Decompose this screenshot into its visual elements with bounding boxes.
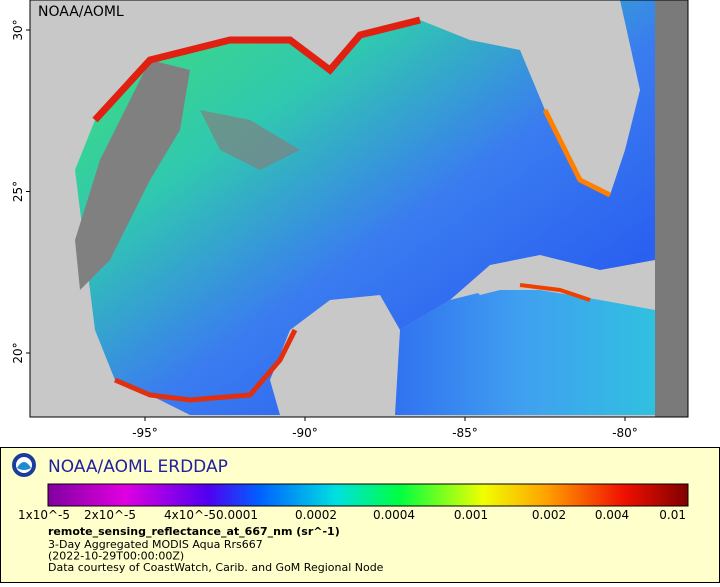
map [30,0,688,417]
lon-tick-label: -80° [612,426,638,440]
colorbar [47,483,689,507]
coastal-high [519,283,591,302]
colorbar-tick-label: 0.0001 [216,508,258,522]
colorbar-tick-label: 0.0004 [373,508,415,522]
legend-line: Data courtesy of CoastWatch, Carib. and … [48,561,384,574]
legend-line: (2022-10-29T00:00:00Z) [48,550,184,563]
lon-tick-label: -90° [292,426,318,440]
lat-tick-label: 20° [11,342,25,363]
colorbar-tick-label: 0.0002 [295,508,337,522]
cuba [470,265,650,300]
colorbar-tick-label: 0.01 [659,508,686,522]
lon-tick-label: -95° [132,426,158,440]
legend-line: 3-Day Aggregated MODIS Aqua Rrs667 [48,538,263,551]
variable-name: remote_sensing_reflectance_at_667_nm (sr… [48,525,340,538]
colorbar-tick-label: 2x10^-5 [84,508,136,522]
lon-axis: -95° -90° -85° -80° [132,417,638,440]
legend-title: NOAA/AOML ERDDAP [48,457,228,477]
caribbean-water [390,290,655,415]
coastal-high [92,16,421,123]
cloud-mask [200,110,300,170]
lat-tick-label: 25° [11,181,25,202]
lat-axis: 30° 25° 20° [11,19,30,364]
map-frame [29,0,689,418]
legend-panel [0,447,720,583]
map-watermark: NOAA/AOML [38,4,124,20]
cloud-mask [75,60,190,290]
legend-lines: 3-Day Aggregated MODIS Aqua Rrs667(2022-… [48,538,384,574]
noaa-logo [12,453,36,477]
logo-bird [17,462,31,470]
colorbar-tick-label: 0.002 [532,508,566,522]
yucatan [270,295,400,415]
coastal-high [114,328,298,403]
no-data-strip [655,0,688,417]
colorbar-ticks: 1x10^-5 2x10^-5 4x10^-5 0.0001 0.0002 0.0004 0… [18,508,686,522]
lon-tick-label: -85° [452,426,478,440]
coastal-high [542,108,612,198]
colorbar-tick-label: 4x10^-5 [164,508,216,522]
lat-tick-label: 30° [11,19,25,40]
colorbar-tick-label: 0.001 [454,508,488,522]
gulf-water [75,0,655,415]
colorbar-tick-label: 0.004 [595,508,629,522]
colorbar-tick-label: 1x10^-5 [18,508,70,522]
